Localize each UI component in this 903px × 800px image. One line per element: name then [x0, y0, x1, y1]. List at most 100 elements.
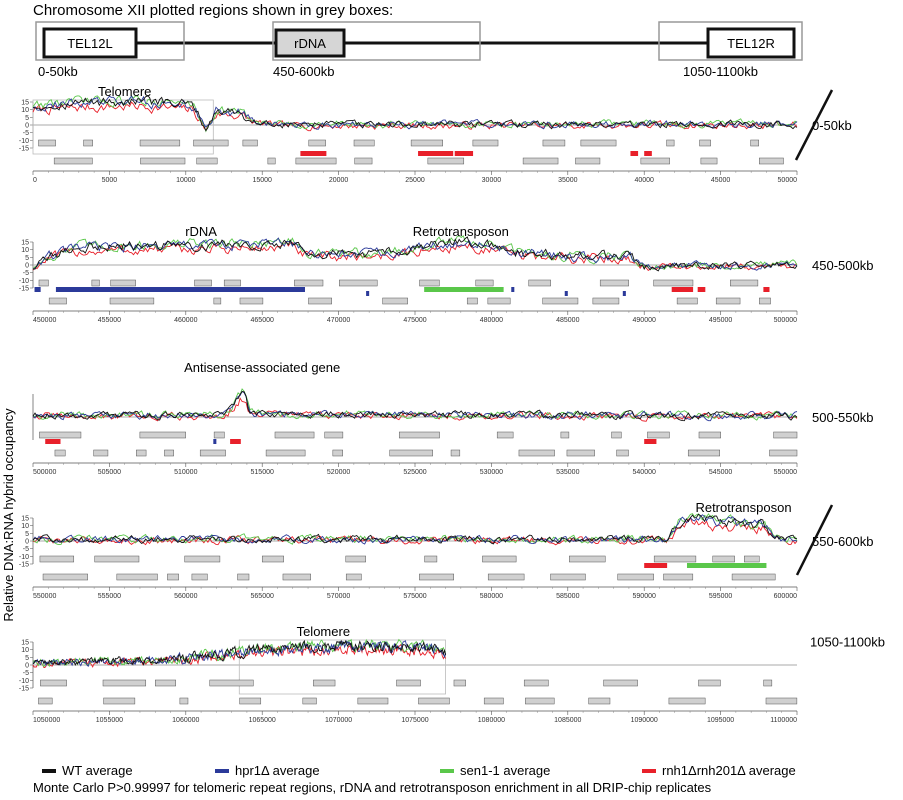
gene-feature	[731, 573, 776, 581]
gene-feature	[653, 555, 697, 563]
x-tick-label: 470000	[327, 317, 350, 324]
x-tick-label: 1060000	[172, 717, 199, 724]
annotation-label: Antisense-associated gene	[184, 360, 340, 375]
x-tick-label: 600000	[774, 593, 797, 600]
enriched-feature-rnh	[644, 563, 668, 568]
y-tick-label: 15	[21, 640, 29, 647]
gene-feature	[712, 555, 735, 563]
series-line-sen1	[32, 513, 798, 546]
x-tick-label: 25000	[405, 177, 425, 184]
gene-feature	[765, 697, 798, 705]
y-tick-label: -15	[19, 286, 29, 293]
x-tick-label: 40000	[634, 177, 654, 184]
header-title: Chromosome XII plotted regions shown in …	[33, 2, 393, 19]
x-tick-label: 565000	[251, 593, 274, 600]
x-tick-label: 1095000	[707, 717, 734, 724]
y-tick-label: 0	[25, 263, 29, 270]
y-tick-label: -10	[19, 554, 29, 561]
enriched-feature-hpr1	[622, 291, 626, 296]
annotation-label: rDNA	[185, 224, 217, 239]
chromosome-overview: TEL12L 0-50kb rDNA 450-600kb TEL12R 1050…	[35, 21, 803, 79]
x-tick-label: 535000	[556, 469, 579, 476]
panel-range-label: 0-50kb	[812, 118, 852, 133]
series-line-hpr1	[32, 390, 798, 422]
x-tick-label: 475000	[403, 317, 426, 324]
y-tick-label: -15	[19, 146, 29, 153]
gene-feature	[48, 297, 67, 305]
series-line-wt	[32, 391, 798, 422]
enriched-feature-rnh	[230, 439, 241, 444]
x-tick-label: 480000	[480, 317, 503, 324]
gene-feature	[715, 297, 741, 305]
gene-feature	[616, 449, 629, 457]
gene-feature	[730, 279, 759, 287]
legend-label-hpr1: hpr1Δ average	[235, 763, 320, 778]
gene-feature	[487, 573, 525, 581]
enriched-feature-rnh	[644, 439, 657, 444]
gene-feature	[653, 279, 694, 287]
y-tick-label: 10	[21, 523, 29, 530]
gene-feature	[487, 297, 511, 305]
y-tick-label: -5	[23, 546, 29, 553]
enriched-region-box	[238, 639, 446, 695]
enriched-feature-rnh	[671, 287, 694, 292]
x-tick-label: 20000	[329, 177, 349, 184]
y-tick-label: 0	[25, 123, 29, 130]
gene-feature	[332, 449, 343, 457]
gene-feature	[617, 573, 654, 581]
y-tick-label: 15	[21, 516, 29, 523]
gene-feature	[140, 157, 186, 165]
gene-feature	[223, 279, 241, 287]
panel-range-label: 450-500kb	[812, 258, 873, 273]
gene-feature	[496, 431, 514, 439]
gene-feature	[184, 555, 221, 563]
footnote: Monte Carlo P>0.99997 for telomeric repe…	[33, 780, 712, 795]
gene-feature	[239, 297, 264, 305]
enriched-feature-rnh	[454, 151, 474, 156]
gene-feature	[324, 431, 344, 439]
gene-feature	[38, 279, 49, 287]
gene-feature	[475, 279, 494, 287]
gene-feature	[769, 449, 798, 457]
gene-feature	[213, 431, 225, 439]
gene-feature	[345, 573, 362, 581]
gene-feature	[542, 139, 566, 147]
y-tick-label: 5	[25, 655, 29, 662]
y-tick-label: 5	[25, 255, 29, 262]
enriched-feature-hpr1	[366, 291, 370, 296]
gene-feature	[282, 573, 311, 581]
x-tick-label: 490000	[633, 317, 656, 324]
gene-feature	[353, 139, 375, 147]
enriched-feature-rnh	[300, 151, 327, 156]
gene-feature	[588, 697, 611, 705]
series-line-sen1	[32, 95, 798, 133]
gene-feature	[294, 279, 324, 287]
x-tick-label: 585000	[556, 593, 579, 600]
x-tick-label: 465000	[251, 317, 274, 324]
gene-feature	[472, 139, 499, 147]
series-line-rnh	[32, 397, 798, 422]
y-tick-label: -10	[19, 678, 29, 685]
gene-feature	[196, 157, 218, 165]
gene-feature	[167, 573, 179, 581]
series-line-hpr1	[32, 514, 798, 545]
enriched-feature-hpr1	[511, 287, 515, 292]
axis-break-mark	[794, 89, 834, 161]
gene-feature	[566, 449, 595, 457]
x-tick-label: 1090000	[631, 717, 658, 724]
series-line-sen1	[32, 235, 798, 270]
gene-feature	[398, 431, 440, 439]
gene-feature	[418, 697, 450, 705]
gene-feature	[91, 279, 100, 287]
gene-feature	[194, 279, 212, 287]
gene-feature	[410, 139, 443, 147]
x-tick-label: 35000	[558, 177, 578, 184]
x-tick-label: 540000	[633, 469, 656, 476]
gene-feature	[666, 139, 675, 147]
gene-feature	[698, 431, 721, 439]
y-tick-label: -10	[19, 138, 29, 145]
gene-feature	[155, 679, 176, 687]
gene-feature	[575, 157, 601, 165]
